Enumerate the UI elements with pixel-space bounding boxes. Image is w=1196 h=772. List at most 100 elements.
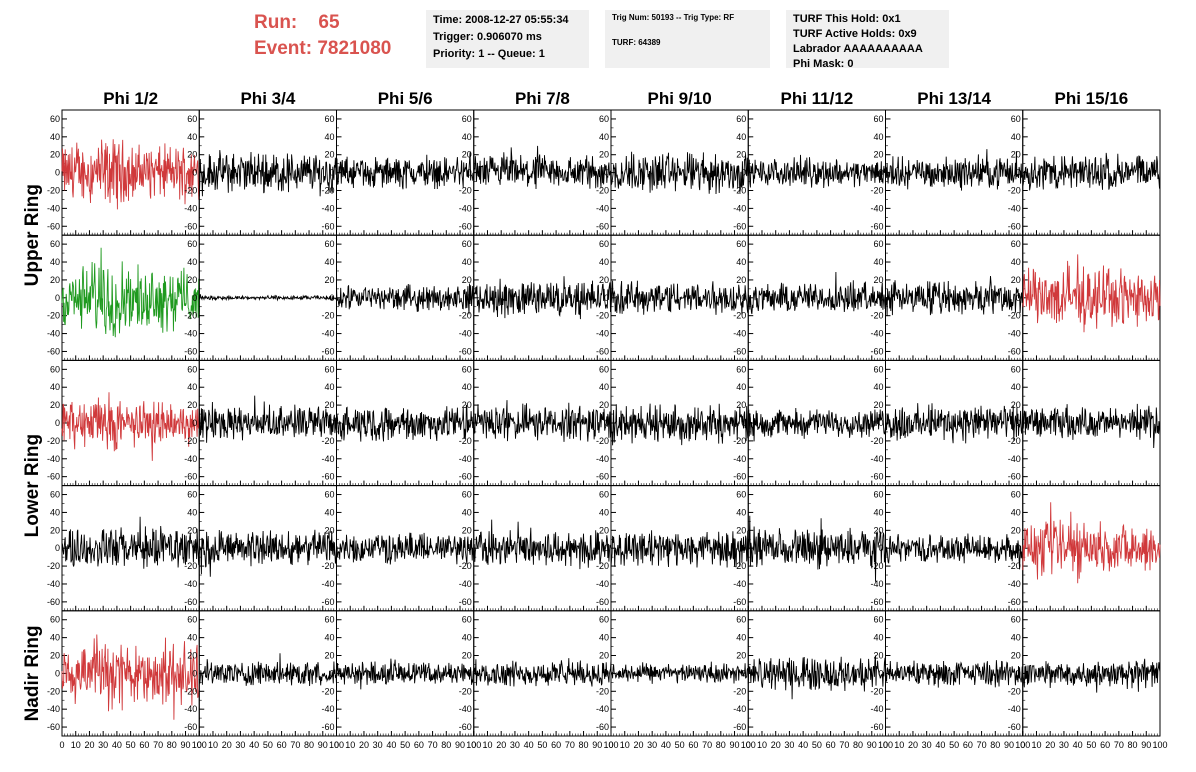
ytick-label-r2-c2-0: -60 [184, 346, 197, 356]
ytick-label-r3-c2-0: -60 [184, 472, 197, 482]
waveform-r4-c1 [61, 516, 200, 569]
ytick-label-r3-c4-5: 40 [462, 382, 472, 392]
ytick-label-r4-c5-2: -20 [596, 561, 609, 571]
ytick-label-r3-c7-2: -20 [870, 436, 883, 446]
xtick-label-c8-10: 100 [1152, 740, 1167, 750]
column-header-5: Phi 9/10 [647, 89, 711, 108]
waveform-r2-c6 [747, 271, 886, 315]
ytick-label-r3-c8-4: 20 [1011, 400, 1021, 410]
ytick-label-r1-c8-4: 20 [1011, 150, 1021, 160]
xtick-label-c6-10: 100 [878, 740, 893, 750]
waveform-r3-c7 [885, 403, 1024, 444]
ytick-label-r5-c8-5: 40 [1011, 633, 1021, 643]
xtick-label-c3-10: 100 [466, 740, 481, 750]
ytick-label-r2-c6-1: -40 [733, 329, 746, 339]
ytick-label-r3-c1-1: -40 [47, 454, 60, 464]
ytick-label-r4-c8-4: 20 [1011, 525, 1021, 535]
ytick-label-r2-c3-2: -20 [321, 311, 334, 321]
ytick-label-r4-c2-0: -60 [184, 597, 197, 607]
ytick-label-r2-c7-2: -20 [870, 311, 883, 321]
xtick-label-c2-10: 100 [329, 740, 344, 750]
ytick-label-r5-c6-0: -60 [733, 722, 746, 732]
ytick-label-r4-c6-2: -20 [733, 561, 746, 571]
ytick-label-r4-c1-5: 40 [50, 507, 60, 517]
xtick-label-c8-1: 10 [1031, 740, 1041, 750]
ytick-label-r3-c2-1: -40 [184, 454, 197, 464]
ytick-label-r1-c8-1: -40 [1008, 203, 1021, 213]
ytick-label-r3-c2-4: 20 [187, 400, 197, 410]
ytick-label-r4-c4-3: 0 [467, 543, 472, 553]
ytick-label-r3-c7-0: -60 [870, 472, 883, 482]
ytick-label-r4-c7-0: -60 [870, 597, 883, 607]
ytick-label-r4-c2-5: 40 [187, 507, 197, 517]
xtick-label-c1-8: 80 [167, 740, 177, 750]
ytick-label-r4-c8-1: -40 [1008, 579, 1021, 589]
ytick-label-r2-c1-3: 0 [55, 293, 60, 303]
waveform-r2-c5 [610, 280, 749, 315]
ytick-label-r2-c1-0: -60 [47, 346, 60, 356]
ytick-label-r5-c7-0: -60 [870, 722, 883, 732]
ytick-label-r5-c1-6: 60 [50, 615, 60, 625]
ytick-label-r5-c4-5: 40 [462, 633, 472, 643]
xtick-label-c6-7: 70 [839, 740, 849, 750]
ytick-label-r4-c8-2: -20 [1008, 561, 1021, 571]
xtick-label-c3-4: 40 [386, 740, 396, 750]
ytick-label-r5-c2-5: 40 [187, 633, 197, 643]
ytick-label-r1-c2-6: 60 [187, 114, 197, 124]
column-header-6: Phi 11/12 [780, 89, 853, 108]
ytick-label-r5-c3-3: 0 [329, 668, 334, 678]
xtick-label-c3-3: 30 [373, 740, 383, 750]
ytick-label-r1-c5-0: -60 [596, 221, 609, 231]
ytick-label-r1-c3-4: 20 [324, 150, 334, 160]
xtick-label-c2-5: 50 [263, 740, 273, 750]
ytick-label-r2-c5-4: 20 [599, 275, 609, 285]
ytick-label-r3-c1-5: 40 [50, 382, 60, 392]
ytick-label-r1-c1-4: 20 [50, 150, 60, 160]
xtick-label-c7-10: 100 [1015, 740, 1030, 750]
ytick-label-r5-c8-4: 20 [1011, 651, 1021, 661]
ytick-label-r5-c2-6: 60 [187, 615, 197, 625]
ytick-label-r4-c5-3: 0 [604, 543, 609, 553]
ytick-label-r1-c7-4: 20 [873, 150, 883, 160]
waveform-r3-c5 [610, 402, 749, 446]
ytick-label-r2-c2-2: -20 [184, 311, 197, 321]
ytick-label-r5-c2-0: -60 [184, 722, 197, 732]
xtick-label-c5-1: 10 [620, 740, 630, 750]
ytick-label-r2-c2-3: 0 [192, 293, 197, 303]
ytick-label-r5-c6-5: 40 [736, 633, 746, 643]
ytick-label-r4-c8-3: 0 [1016, 543, 1021, 553]
ytick-label-r5-c8-0: -60 [1008, 722, 1021, 732]
ytick-label-r5-c8-2: -20 [1008, 686, 1021, 696]
ytick-label-r1-c1-6: 60 [50, 114, 60, 124]
xtick-label-c5-8: 80 [716, 740, 726, 750]
xtick-label-c7-5: 50 [949, 740, 959, 750]
ytick-label-r4-c1-2: -20 [47, 561, 60, 571]
trigger-time-text: Trigger: 0.906070 ms [433, 31, 542, 43]
waveform-r5-c8 [1022, 658, 1161, 693]
ytick-label-r3-c1-6: 60 [50, 364, 60, 374]
ytick-label-r1-c7-2: -20 [870, 185, 883, 195]
xtick-label-c8-5: 50 [1086, 740, 1096, 750]
ytick-label-r4-c5-5: 40 [599, 507, 609, 517]
ytick-label-r5-c1-2: -20 [47, 686, 60, 696]
ytick-label-r5-c5-5: 40 [599, 633, 609, 643]
ytick-label-r2-c6-0: -60 [733, 346, 746, 356]
ytick-label-r1-c4-6: 60 [462, 114, 472, 124]
ytick-label-r4-c6-5: 40 [736, 507, 746, 517]
waveform-r1-c7 [885, 149, 1024, 191]
ytick-label-r2-c8-2: -20 [1008, 311, 1021, 321]
ytick-label-r1-c3-5: 40 [324, 132, 334, 142]
ytick-label-r3-c7-6: 60 [873, 364, 883, 374]
ytick-label-r3-c2-6: 60 [187, 364, 197, 374]
ytick-label-r4-c3-6: 60 [324, 490, 334, 500]
ytick-label-r1-c7-0: -60 [870, 221, 883, 231]
waveform-r5-c1 [61, 634, 200, 720]
ytick-label-r1-c3-1: -40 [321, 203, 334, 213]
run-label: Run: [254, 12, 298, 33]
ytick-label-r4-c7-3: 0 [878, 543, 883, 553]
ytick-label-r2-c1-6: 60 [50, 239, 60, 249]
waveform-r4-c8 [1022, 502, 1161, 584]
xtick-label-c5-2: 20 [633, 740, 643, 750]
turf-num-text: TURF: 64389 [612, 38, 661, 47]
xtick-label-c1-5: 50 [126, 740, 136, 750]
